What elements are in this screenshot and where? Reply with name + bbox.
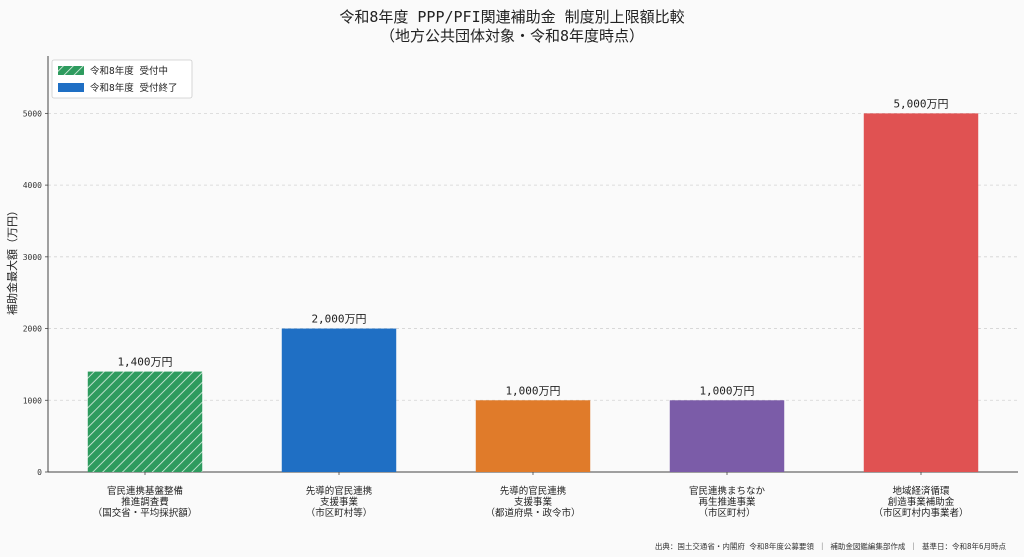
legend-box [51,59,193,99]
data-label-3: 1,000万円 [505,384,560,397]
y-axis-label: 補助金最大額（万円） [5,205,19,315]
category-label-2: 先導的官民連携 [306,485,373,497]
legend-swatch-closed [58,83,84,92]
category-label-1: 推進調査費 [121,496,169,508]
category-label-3: 支援事業 [514,496,553,508]
data-label-4: 1,000万円 [699,384,754,397]
category-label-4: 再生推進事業 [698,496,756,508]
chart-title-line-2: （地方公共団体対象・令和8年度時点） [380,27,644,45]
y-tick-label: 4000 [23,181,42,190]
bar-5 [863,113,979,473]
category-label-4: （市区町村） [698,507,755,519]
category-label-4: 官民連携まちなか [689,485,766,497]
y-tick-label: 1000 [23,396,42,405]
y-tick-label: 5000 [23,109,42,118]
legend: 令和8年度 受付中 令和8年度 受付終了 [51,59,193,99]
category-label-5: 創造事業補助金 [888,496,955,508]
y-tick-label: 3000 [23,253,42,262]
category-label-2: 支援事業 [320,496,359,508]
legend-label-open: 令和8年度 受付中 [90,65,168,77]
source-note: 出典：国土交通省・内閣府 令和8年度公募要領 ｜ 補助金図鑑編集部作成 ｜ 基準… [655,541,1007,551]
y-tick-label: 2000 [23,325,42,334]
y-tick-label: 0 [37,468,42,477]
data-label-2: 2,000万円 [311,313,366,326]
category-label-1: 官民連携基盤整備 [107,485,183,497]
category-label-3: （都道府県・政令市） [485,507,580,519]
bars [87,113,979,473]
bar-2 [281,328,397,472]
bar-3 [475,400,591,472]
bar-1 [87,371,203,472]
legend-label-closed: 令和8年度 受付終了 [90,82,177,94]
data-label-1: 1,400万円 [117,356,172,369]
data-label-5: 5,000万円 [893,97,948,110]
category-label-2: （市区町村等） [306,507,373,519]
category-label-5: （市区町村内事業者） [873,507,968,519]
chart-title-line-1: 令和8年度 PPP/PFI関連補助金 制度別上限額比較 [339,8,684,26]
legend-swatch-open [58,66,84,75]
category-label-3: 先導的官民連携 [500,485,567,497]
category-labels: 官民連携基盤整備推進調査費（国交省・平均採択額）先導的官民連携支援事業（市区町村… [93,485,969,519]
bar-4 [669,400,785,472]
data-labels: 1,400万円 2,000万円 1,000万円 1,000万円 5,000万円 [117,97,948,397]
category-label-1: （国交省・平均採択額） [93,507,198,519]
category-label-5: 地域経済循環 [892,485,950,497]
